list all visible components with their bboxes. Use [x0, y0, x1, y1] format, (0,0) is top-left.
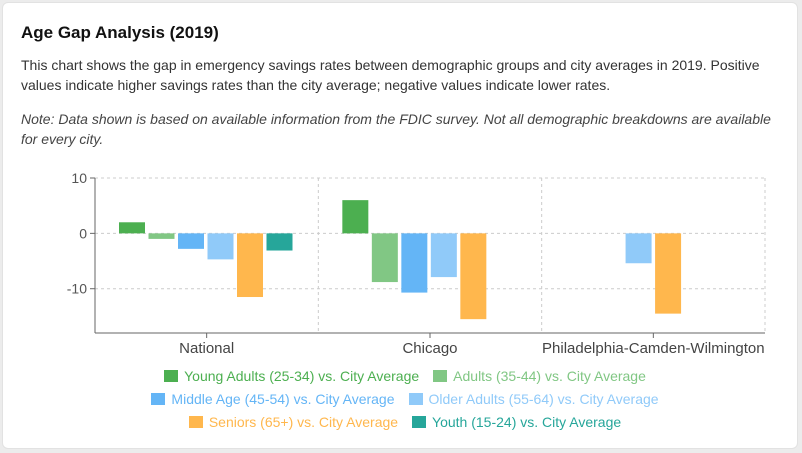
bar [207, 233, 234, 260]
bar [401, 233, 428, 293]
legend-swatch-older-adults [408, 393, 423, 405]
legend-swatch-youth [412, 416, 427, 428]
bar [655, 233, 682, 314]
legend-item-middle-age[interactable]: Middle Age (45-54) vs. City Average [151, 391, 395, 407]
legend-swatch-adults [433, 370, 448, 382]
legend-item-youth[interactable]: Youth (15-24) vs. City Average [412, 414, 621, 430]
legend-row-3: Seniors (65+) vs. City Average Youth (15… [100, 411, 710, 433]
chart-card-title: Age Gap Analysis (2019) [21, 23, 219, 42]
chart-note: Note: Data shown is based on available i… [21, 111, 771, 147]
legend-label-young-adults: Young Adults (25-34) vs. City Average [184, 368, 420, 384]
legend-swatch-young-adults [164, 370, 179, 382]
x-tick-label: Philadelphia-Camden-Wilmington [542, 340, 765, 357]
legend-swatch-middle-age [151, 393, 166, 405]
legend-label-adults: Adults (35-44) vs. City Average [453, 368, 646, 384]
legend-label-youth: Youth (15-24) vs. City Average [432, 414, 622, 430]
legend-label-middle-age: Middle Age (45-54) vs. City Average [171, 391, 395, 407]
chart-description: This chart shows the gap in emergency sa… [21, 57, 760, 93]
legend-item-older-adults[interactable]: Older Adults (55-64) vs. City Average [408, 391, 659, 407]
legend-row-1: Young Adults (25-34) vs. City Average Ad… [100, 365, 710, 387]
y-tick-label: 10 [71, 170, 87, 186]
legend-swatch-seniors [188, 416, 203, 428]
y-tick-label: 0 [79, 225, 87, 241]
bar [266, 233, 293, 251]
bar [178, 233, 204, 249]
bar [625, 233, 652, 264]
legend-item-young-adults[interactable]: Young Adults (25-34) vs. City Average [164, 368, 419, 384]
legend-row-2: Middle Age (45-54) vs. City Average Olde… [100, 388, 710, 410]
y-tick-label: -10 [67, 281, 87, 297]
bar [342, 200, 369, 234]
bar [430, 233, 457, 278]
bar [119, 222, 145, 234]
x-tick-label: Chicago [402, 340, 457, 357]
x-tick-label: National [179, 340, 234, 357]
legend-label-older-adults: Older Adults (55-64) vs. City Average [428, 391, 659, 407]
bar [148, 233, 175, 239]
legend-item-seniors[interactable]: Seniors (65+) vs. City Average [188, 414, 399, 430]
legend-item-adults[interactable]: Adults (35-44) vs. City Average [433, 368, 646, 384]
bar [371, 233, 398, 283]
legend-label-seniors: Seniors (65+) vs. City Average [208, 414, 399, 430]
bar [237, 233, 263, 298]
bar [460, 233, 487, 320]
